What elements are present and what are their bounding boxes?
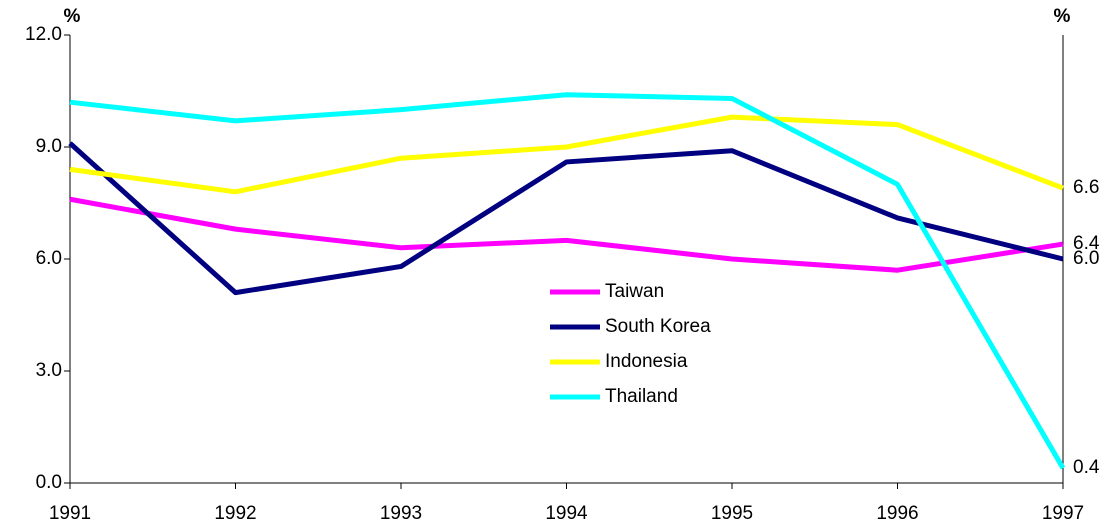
legend-label: Indonesia [605,351,688,372]
series-line [68,141,1064,296]
end-label: 0.4 [1073,457,1100,478]
y-tick-label: 6.0 [36,248,62,269]
y-tick-label: 9.0 [36,136,62,157]
x-tick-label: 1996 [876,503,918,524]
series-line [69,92,1066,470]
end-label: 6.0 [1073,248,1099,269]
legend-label: Taiwan [605,281,664,302]
end-label: 6.4 [1073,233,1100,254]
x-tick-label: 1997 [1042,503,1084,524]
y-tick-label: 3.0 [36,360,62,381]
legend-label: South Korea [605,316,711,337]
y2-axis-label: % [1054,6,1071,27]
legend-label: Thailand [605,386,678,407]
x-tick-label: 1993 [380,503,422,524]
end-label: 6.6 [1073,177,1099,198]
x-tick-label: 1991 [49,503,91,524]
x-tick-label: 1994 [545,503,588,524]
y-tick-label: 0.0 [36,472,62,493]
y-tick-label: 12.0 [25,24,62,45]
series-line [69,114,1064,195]
y-axis-label: % [64,6,81,27]
x-tick-label: 1992 [214,503,256,524]
series-line [69,196,1064,273]
x-tick-label: 1995 [711,503,753,524]
